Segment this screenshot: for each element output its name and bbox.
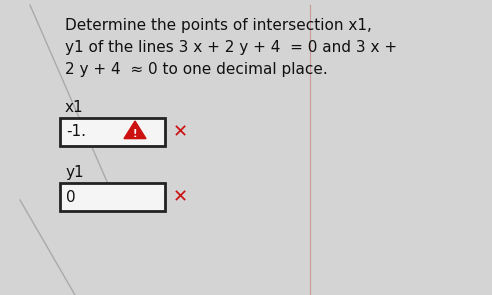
Text: ✕: ✕ — [173, 188, 188, 206]
FancyBboxPatch shape — [60, 118, 165, 146]
Text: 0: 0 — [66, 189, 76, 204]
Text: -1.: -1. — [66, 124, 86, 140]
Text: y1: y1 — [65, 165, 84, 180]
Text: Determine the points of intersection x1,: Determine the points of intersection x1, — [65, 18, 372, 33]
Text: !: ! — [133, 129, 137, 139]
Text: y1 of the lines 3 x + 2 y + 4  = 0 and 3 x +: y1 of the lines 3 x + 2 y + 4 = 0 and 3 … — [65, 40, 397, 55]
Text: 2 y + 4  ≈ 0 to one decimal place.: 2 y + 4 ≈ 0 to one decimal place. — [65, 62, 328, 77]
FancyBboxPatch shape — [60, 183, 165, 211]
Polygon shape — [124, 121, 146, 139]
Text: ✕: ✕ — [173, 123, 188, 141]
Text: x1: x1 — [65, 100, 84, 115]
